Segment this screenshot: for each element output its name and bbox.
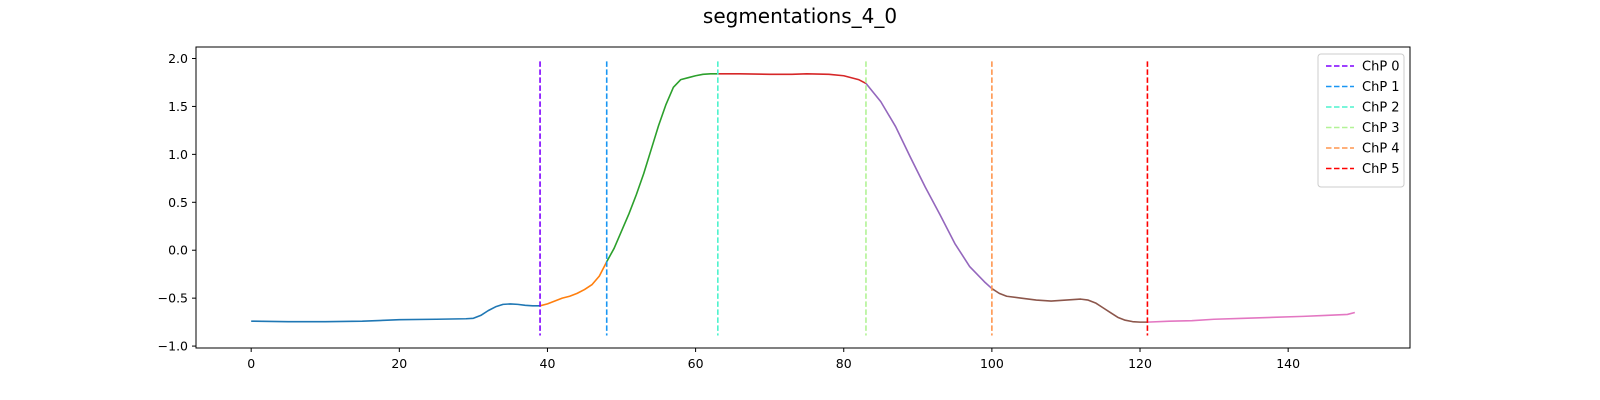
plot-frame — [195, 46, 1411, 349]
x-tick-label: 20 — [391, 356, 407, 371]
series-line-6 — [1147, 311, 1356, 323]
legend-label-5: ChP 5 — [1362, 162, 1400, 177]
series-line-1 — [539, 261, 608, 307]
x-tick-label: 80 — [836, 356, 852, 371]
series-line-4 — [865, 82, 993, 290]
legend-label-1: ChP 1 — [1362, 80, 1400, 95]
y-tick-label: −0.5 — [158, 291, 188, 306]
y-tick-label: −1.0 — [158, 339, 188, 354]
x-tick-label: 60 — [688, 356, 704, 371]
y-tick-label: 0.5 — [168, 195, 188, 210]
y-tick-label: 1.5 — [168, 99, 188, 114]
x-tick-label: 140 — [1276, 356, 1300, 371]
y-tick-label: 0.0 — [168, 243, 188, 258]
x-tick-label: 0 — [247, 356, 255, 371]
y-tick-label: 1.0 — [168, 147, 188, 162]
legend-label-4: ChP 4 — [1362, 142, 1400, 157]
legend-label-0: ChP 0 — [1362, 60, 1400, 75]
x-tick-label: 120 — [1128, 356, 1152, 371]
legend-label-3: ChP 3 — [1362, 121, 1400, 136]
x-tick-label: 100 — [980, 356, 1004, 371]
series-line-0 — [251, 303, 541, 323]
chart-title: segmentations_4_0 — [702, 4, 898, 28]
series-line-2 — [606, 73, 718, 263]
series-line-5 — [991, 287, 1148, 323]
y-tick-label: 2.0 — [168, 51, 188, 66]
x-tick-label: 40 — [540, 356, 556, 371]
legend-label-2: ChP 2 — [1362, 101, 1400, 116]
series-line-3 — [717, 73, 867, 85]
